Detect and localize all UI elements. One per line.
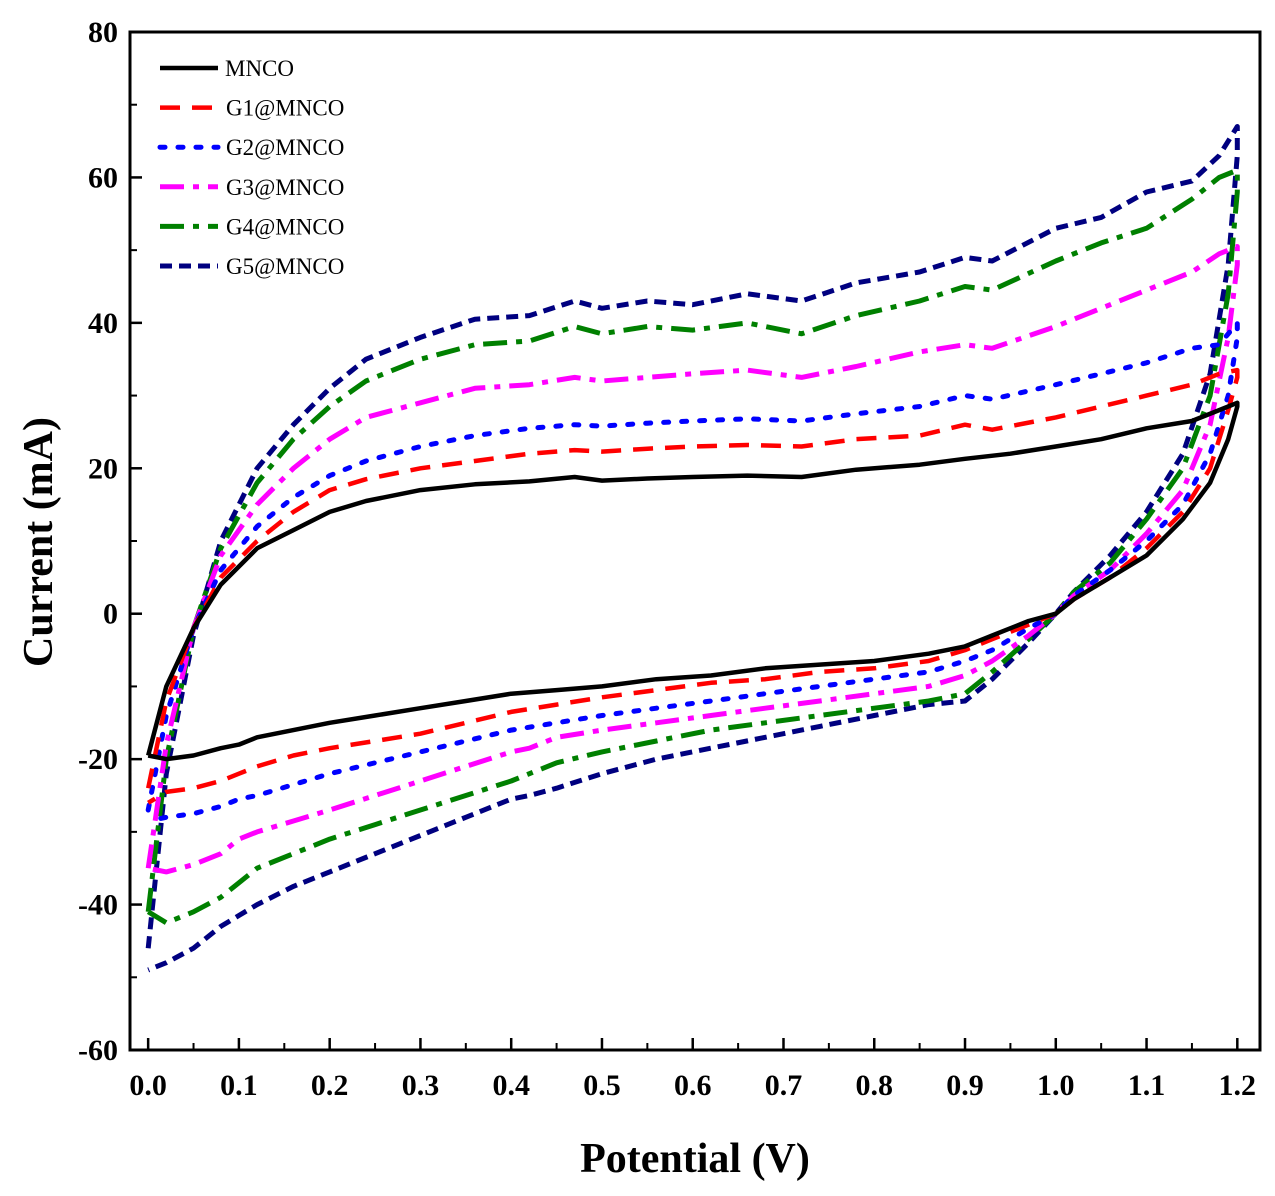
x-tick-label: 0.9 (946, 1069, 984, 1102)
series-line-g5-mnco (145, 124, 1240, 973)
legend-label: G3@MNCO (226, 175, 344, 200)
y-tick-label: 80 (88, 16, 118, 49)
x-tick-label: 0.3 (402, 1069, 440, 1102)
x-tick-label: 0.2 (311, 1069, 349, 1102)
x-tick-label: 1.2 (1219, 1069, 1257, 1102)
x-axis: 0.0 0.1 0.2 0.3 0.4 0.5 0.6 0.7 0.8 0.9 1.0 1.1 1.2 (129, 1038, 1256, 1102)
series-line-g4-mnco (145, 167, 1240, 926)
series-line-mnco (146, 400, 1240, 762)
x-tick-label: 1.0 (1037, 1069, 1075, 1102)
series-layer (145, 124, 1240, 973)
x-tick-label: 0.1 (220, 1069, 258, 1102)
legend-label: G5@MNCO (226, 254, 344, 279)
y-tick-label: 20 (88, 452, 118, 485)
y-tick-label: 40 (88, 307, 118, 340)
x-tick-label: 0.6 (674, 1069, 712, 1102)
legend-label: MNCO (225, 56, 294, 81)
series-line-g2-mnco (145, 320, 1240, 824)
x-tick-label: 1.1 (1128, 1069, 1166, 1102)
x-tick-label: 0.0 (129, 1069, 167, 1102)
series-line-g1-mnco (145, 367, 1240, 805)
x-tick-label: 0.5 (583, 1069, 621, 1102)
x-tick-label: 0.4 (492, 1069, 530, 1102)
legend: MNCO G1@MNCO G2@MNCO G3@MNCO G4@MNCO G5@MNCO (157, 56, 344, 279)
x-tick-label: 0.8 (856, 1069, 894, 1102)
series-line-g3-mnco (145, 244, 1240, 875)
y-tick-label: 60 (88, 161, 118, 194)
x-axis-title: Potential (V) (580, 1136, 810, 1182)
y-tick-label: 0 (103, 598, 118, 631)
y-tick-label: -20 (78, 743, 118, 776)
x-tick-label: 0.7 (765, 1069, 803, 1102)
y-axis: -60 -40 -20 0 20 40 60 80 (78, 16, 142, 1067)
legend-label: G2@MNCO (226, 135, 344, 160)
legend-label: G1@MNCO (226, 96, 344, 121)
y-tick-label: -60 (78, 1034, 118, 1067)
y-axis-title: Current (mA) (16, 417, 62, 667)
y-tick-label: -40 (78, 889, 118, 922)
legend-label: G4@MNCO (226, 214, 344, 239)
